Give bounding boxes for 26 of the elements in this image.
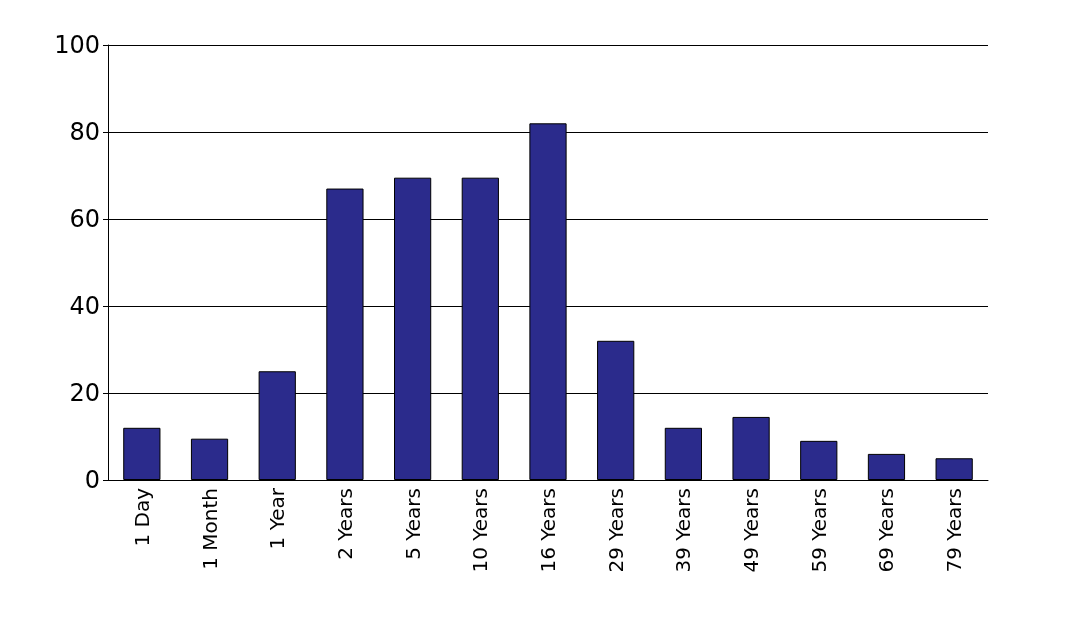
x-tick-label: 29 Years — [603, 488, 628, 573]
x-tick-label: 1 Month — [197, 488, 222, 570]
y-tick-label: 40 — [69, 292, 100, 320]
x-tick-label: 69 Years — [874, 488, 899, 573]
y-tick-label: 100 — [54, 31, 100, 59]
x-tick-label: 49 Years — [739, 488, 764, 573]
x-tick-label: 10 Years — [468, 488, 493, 573]
y-tick-label: 60 — [69, 205, 100, 233]
bar — [867, 453, 906, 480]
x-tick-label: 1 Day — [129, 487, 154, 547]
x-tick-label: 1 Year — [265, 487, 290, 550]
x-tick-label: 2 Years — [332, 488, 357, 560]
bar — [800, 440, 838, 480]
bar — [190, 438, 229, 480]
y-tick-label: 80 — [69, 118, 100, 146]
x-tick-label: 5 Years — [400, 488, 425, 560]
x-tick-label: 39 Years — [671, 488, 696, 573]
bar — [732, 416, 770, 480]
x-tick-label: 16 Years — [536, 488, 560, 573]
y-tick-label: 20 — [69, 379, 100, 407]
y-tick-label: 0 — [84, 466, 100, 494]
bar — [935, 458, 973, 480]
x-tick-label: 59 Years — [806, 488, 831, 573]
bar — [664, 427, 702, 480]
x-tick-label: 79 Years — [942, 488, 967, 573]
bar — [123, 427, 161, 480]
